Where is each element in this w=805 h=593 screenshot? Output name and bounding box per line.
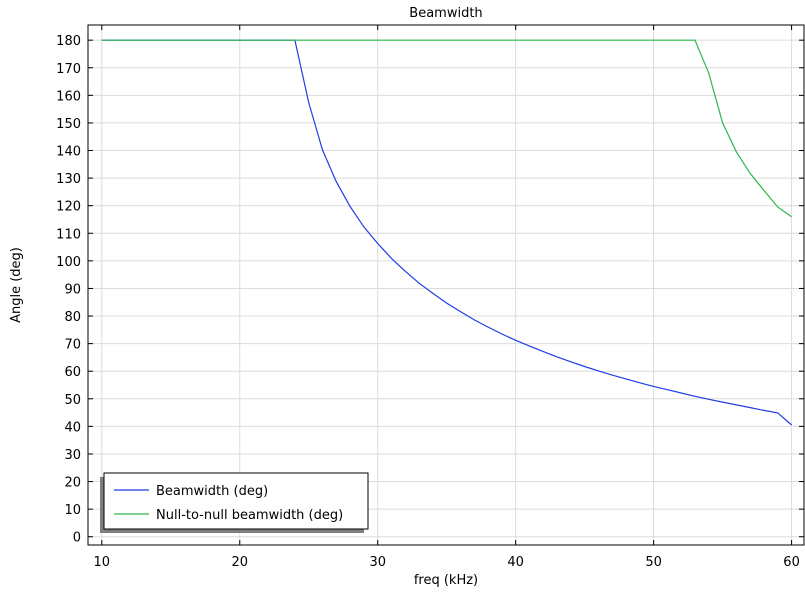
y-tick-label: 130 xyxy=(56,172,81,187)
y-tick-label: 160 xyxy=(56,89,81,104)
y-tick-label: 170 xyxy=(56,62,81,77)
legend-box xyxy=(103,472,369,530)
x-tick-label: 50 xyxy=(645,555,662,570)
legend: Beamwidth (deg) Null-to-null beamwidth (d… xyxy=(100,472,369,533)
x-axis-label: freq (kHz) xyxy=(414,573,478,588)
y-tick-label: 60 xyxy=(64,365,81,380)
plot-area-frame xyxy=(87,24,805,546)
y-tick-label: 100 xyxy=(56,255,81,270)
x-tick-label: 30 xyxy=(369,555,386,570)
chart-title: Beamwidth xyxy=(409,6,482,21)
y-tick-label: 20 xyxy=(64,476,81,491)
y-axis-label: Angle (deg) xyxy=(9,247,24,323)
y-tick-label: 120 xyxy=(56,200,81,215)
y-tick-label: 10 xyxy=(64,503,81,518)
axis-ticks: 10 20 30 40 50 60 0 10 20 30 40 50 60 70 80 90 100 110 120… xyxy=(56,25,804,570)
legend-entry-2: Null-to-null beamwidth (deg) xyxy=(156,508,343,523)
x-tick-label: 60 xyxy=(783,555,800,570)
y-tick-label: 180 xyxy=(56,34,81,49)
y-tick-label: 0 xyxy=(73,531,81,546)
y-tick-label: 40 xyxy=(64,420,81,435)
x-tick-label: 10 xyxy=(94,555,111,570)
x-tick-label: 20 xyxy=(231,555,248,570)
y-tick-label: 50 xyxy=(64,393,81,408)
legend-entry-1: Beamwidth (deg) xyxy=(156,484,268,499)
y-tick-label: 150 xyxy=(56,117,81,132)
y-tick-label: 70 xyxy=(64,338,81,353)
y-tick-label: 90 xyxy=(64,282,81,297)
y-tick-label: 30 xyxy=(64,448,81,463)
y-tick-label: 140 xyxy=(56,145,81,160)
y-tick-label: 80 xyxy=(64,310,81,325)
series-line-2 xyxy=(101,39,792,218)
grid-lines xyxy=(88,25,804,545)
y-tick-label: 110 xyxy=(56,227,81,242)
data-series xyxy=(101,39,792,426)
x-tick-label: 40 xyxy=(507,555,524,570)
series-line-1 xyxy=(101,39,792,426)
